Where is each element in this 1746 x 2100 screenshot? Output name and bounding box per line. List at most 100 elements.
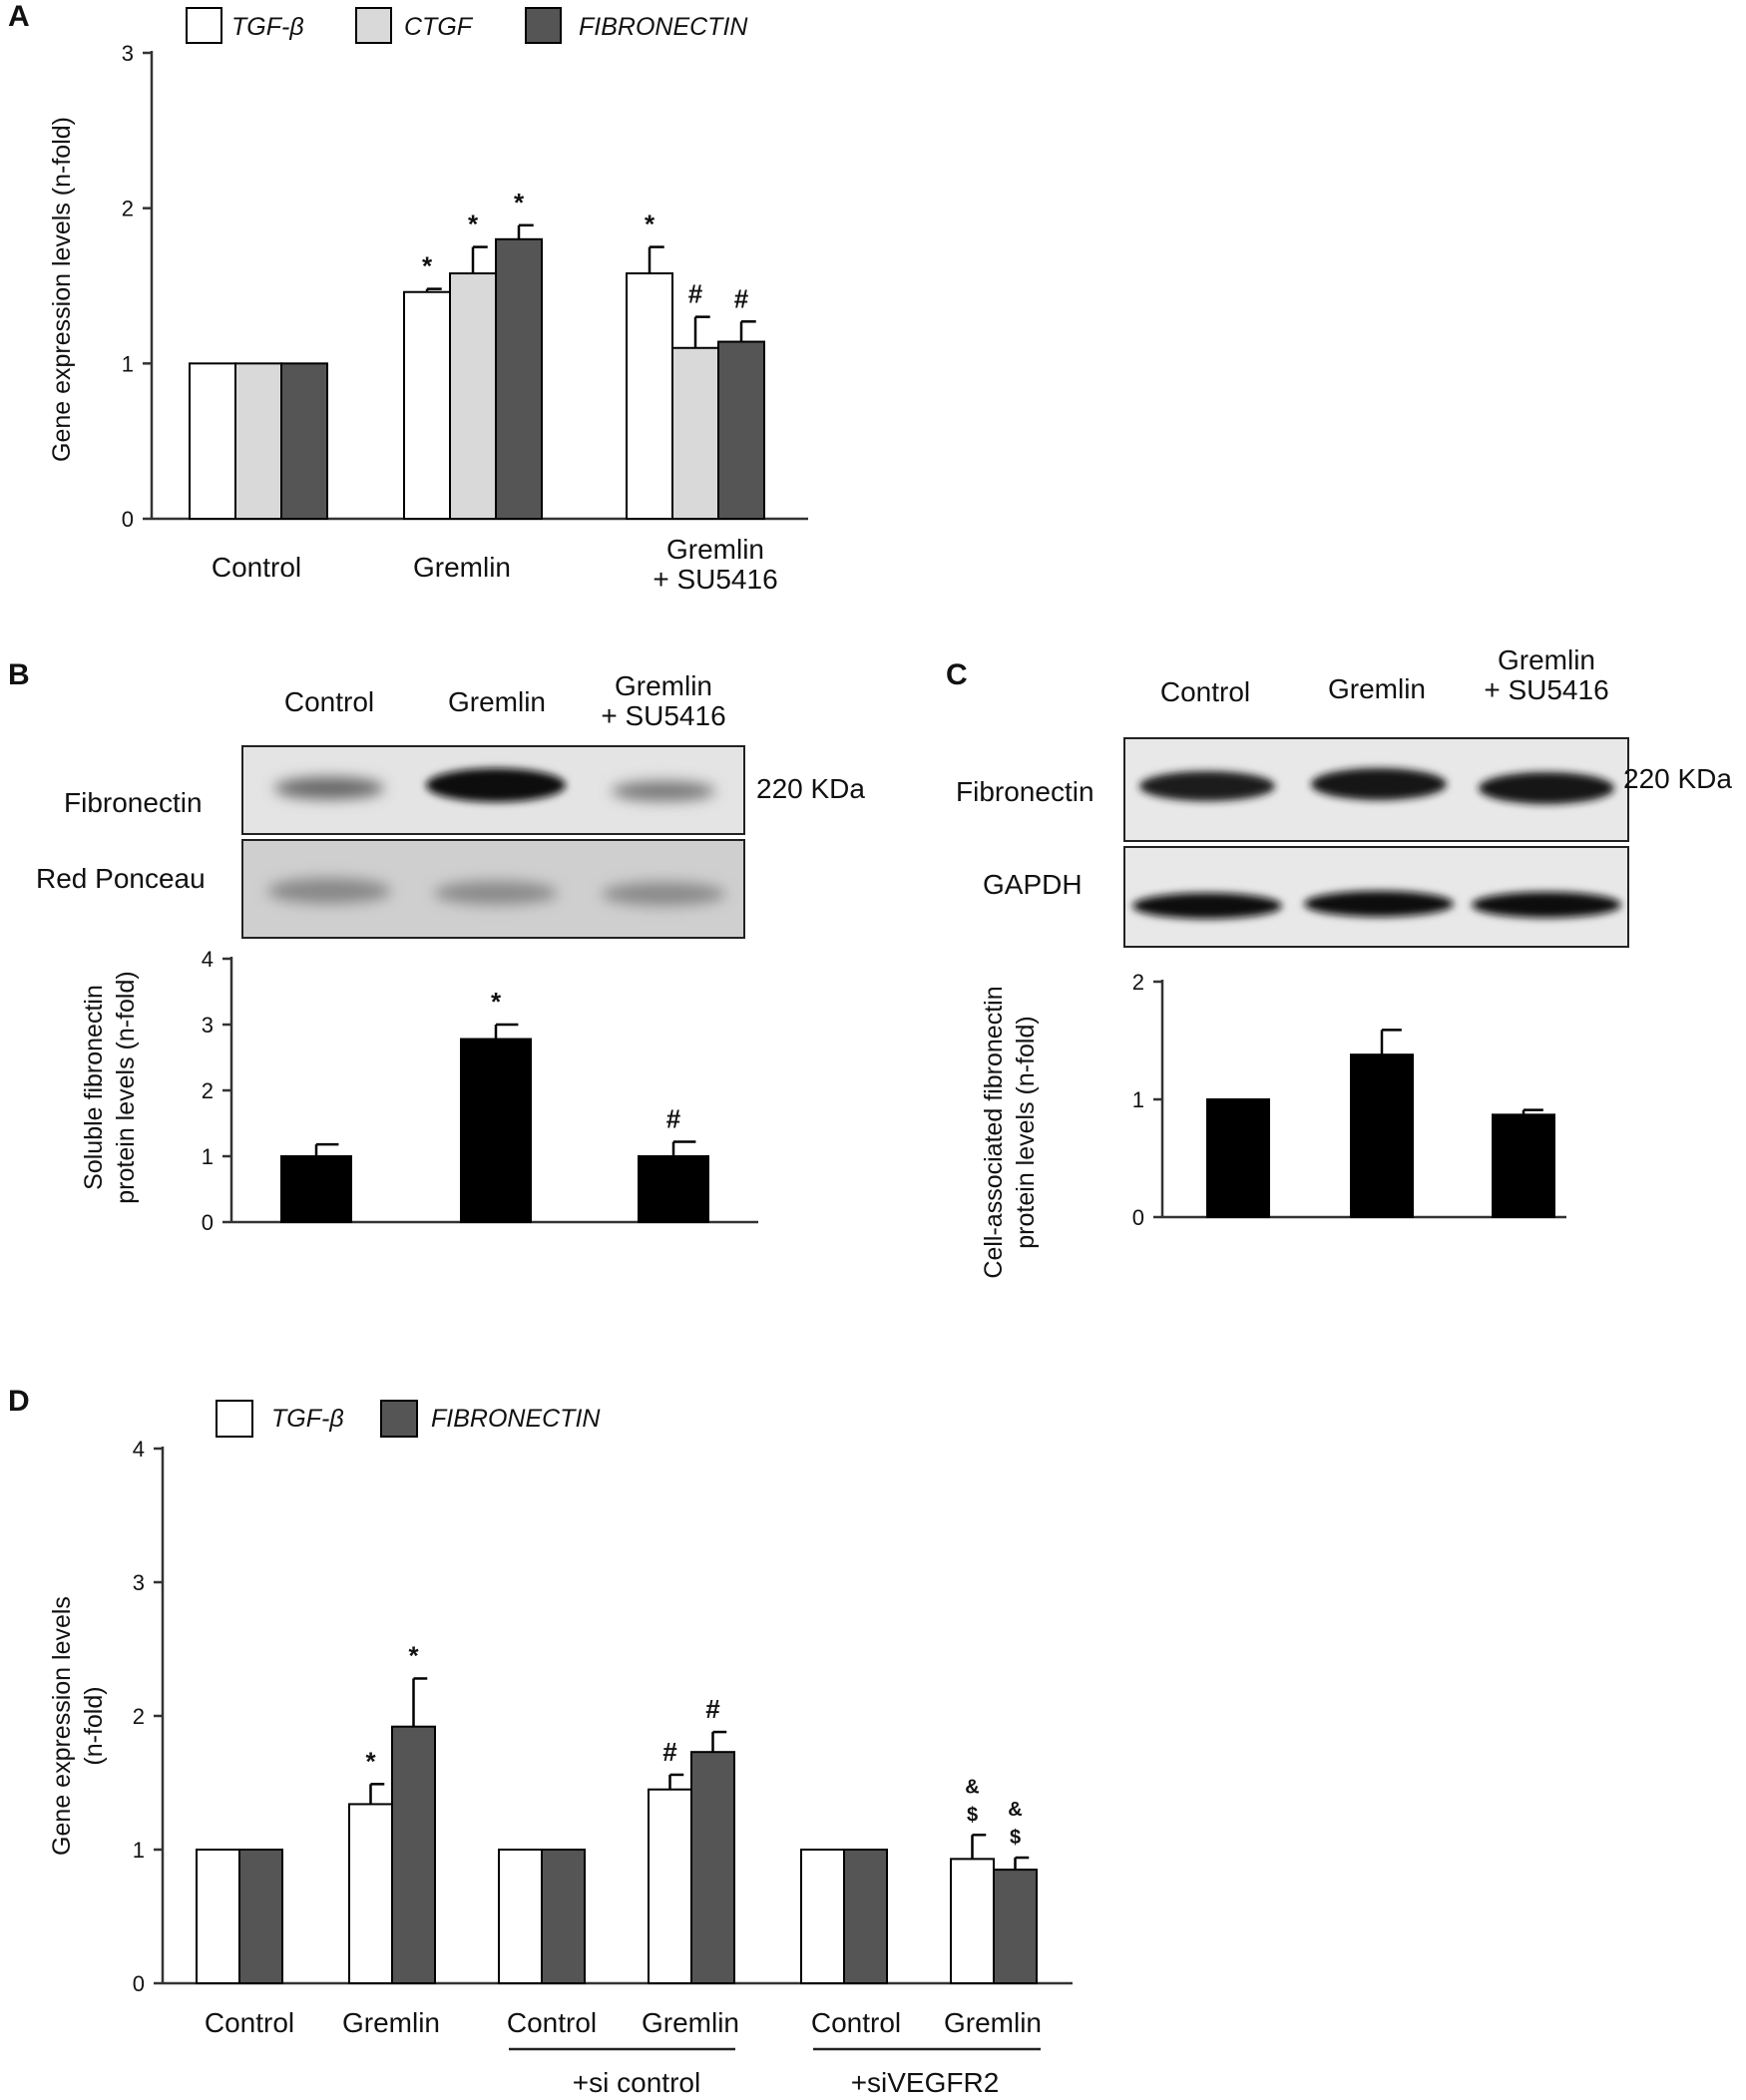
significance-mark-a-2-2: # — [734, 283, 749, 313]
bar-d-1-2 — [541, 1849, 586, 1984]
category-label-d-1: Gremlin — [342, 2007, 440, 2038]
blot-b-band-gremlin — [426, 768, 566, 802]
blot-b: Control Gremlin Gremlin + SU5416 Fibronec… — [36, 670, 865, 939]
panel-label-a: A — [8, 0, 30, 33]
bar-d-0-1 — [348, 1803, 393, 1984]
panel-a-chart: TGF-β CTGF FIBRONECTIN Gene expression l… — [48, 7, 808, 595]
significance-mark-a-1-2: # — [688, 279, 703, 309]
bar-d-1-1 — [391, 1725, 436, 1984]
y-axis-label-c-line1: Cell-associated fibronectin — [980, 986, 1008, 1278]
panel-b-chart: Soluble fibronectin protein levels (n-fo… — [80, 947, 758, 1235]
y-axis-label-d-line1: Gene expression levels — [48, 1596, 76, 1856]
legend-swatch-fibronectin — [525, 7, 562, 44]
group-label-sivegfr2: +siVEGFR2 — [851, 2067, 1000, 2098]
legend-swatch-ctgf — [355, 7, 392, 44]
blot-b-lane-gremlin: Gremlin — [448, 686, 546, 717]
legend-label-tgf: TGF-β — [231, 13, 304, 41]
blot-b-band-su5416 — [612, 781, 715, 801]
chart-d-plot: 0 1 2 3 4 * # & $ * # & $ — [133, 1437, 1073, 1996]
bar-d-0-5 — [950, 1858, 995, 1985]
y-tick-label-b: 0 — [202, 1210, 214, 1235]
blot-c-gapdh-band-2 — [1304, 891, 1454, 917]
blot-c-lane-gremlin-su5416: Gremlin + SU5416 — [1484, 644, 1608, 705]
blot-c-top-label: Fibronectin — [956, 776, 1094, 807]
blot-c-band-control — [1139, 771, 1275, 801]
legend-a: TGF-β CTGF FIBRONECTIN — [186, 7, 748, 44]
significance-mark-a-1-1: * — [468, 210, 479, 239]
category-label-d-4: Control — [811, 2007, 901, 2038]
significance-mark-a-2-1: * — [514, 188, 525, 217]
y-tick-label-d: 4 — [133, 1437, 145, 1462]
legend-d-swatch-fibronectin — [380, 1400, 418, 1438]
bar-d-0-2 — [498, 1849, 543, 1984]
y-tick-label-a: 1 — [122, 351, 134, 376]
blot-c-band-gremlin — [1311, 768, 1447, 800]
blot-c-lane-control: Control — [1160, 676, 1250, 707]
chart-b-plot: 0 1 2 3 4 * # — [202, 947, 758, 1235]
blot-b-band-control — [274, 777, 384, 799]
chart-d-category-labels: Control Gremlin Control Gremlin Control Greml… — [205, 2007, 1042, 2038]
legend-swatch-tgf — [186, 7, 222, 44]
y-tick-label-b: 2 — [202, 1078, 214, 1103]
y-tick-label-b: 1 — [202, 1144, 214, 1169]
bar-b-0 — [280, 1155, 352, 1223]
chart-c-plot: 0 1 2 — [1132, 970, 1566, 1230]
y-tick-label-b: 3 — [202, 1013, 214, 1038]
legend-d: TGF-β FIBRONECTIN — [216, 1400, 601, 1438]
bar-b-2 — [638, 1155, 709, 1223]
blot-b-bottom-label: Red Ponceau — [36, 863, 206, 894]
category-label-d-3: Gremlin — [642, 2007, 739, 2038]
bar-c-1 — [1350, 1053, 1414, 1219]
bar-d-1-3 — [690, 1751, 735, 1985]
blot-c-gapdh-band-1 — [1132, 893, 1282, 919]
y-tick-label-d: 0 — [133, 1971, 145, 1996]
category-label-a-gremlin: Gremlin — [413, 552, 511, 583]
bar-a-1-1 — [449, 272, 497, 520]
y-tick-label-a: 0 — [122, 507, 134, 532]
y-tick-label-d: 3 — [133, 1570, 145, 1595]
blot-b-ponceau-band-1 — [267, 878, 391, 904]
y-tick-label-a: 2 — [122, 197, 134, 221]
blot-c-bottom-label: GAPDH — [983, 869, 1083, 900]
significance-mark-b-2: # — [666, 1103, 681, 1133]
panel-label-d: D — [8, 1385, 30, 1418]
y-tick-label-a: 3 — [122, 41, 134, 66]
y-axis-label-c-line2: protein levels (n-fold) — [1012, 1016, 1040, 1248]
panel-label-c: C — [946, 658, 968, 691]
bar-a-0-0 — [189, 362, 236, 521]
y-tick-label-d: 2 — [133, 1704, 145, 1729]
blot-b-lane-gremlin-su5416: Gremlin + SU5416 — [601, 670, 725, 731]
category-label-d-2: Control — [507, 2007, 597, 2038]
y-axis-label-d-line2: (n-fold) — [80, 1686, 108, 1765]
significance-mark-d-0-5: & — [965, 1776, 979, 1798]
blot-c: Control Gremlin Gremlin + SU5416 Fibronec… — [956, 644, 1732, 948]
bar-c-2 — [1492, 1113, 1555, 1218]
group-label-si-control: +si control — [573, 2067, 700, 2098]
significance-mark-d-1-5: & — [1008, 1799, 1022, 1821]
legend-d-label-tgf: TGF-β — [271, 1405, 344, 1433]
y-axis-label-b-line1: Soluble fibronectin — [80, 985, 108, 1190]
significance-mark-a-0-1: * — [422, 251, 433, 281]
blot-b-ponceau-band-3 — [602, 882, 725, 906]
blot-c-gapdh-band-3 — [1472, 892, 1621, 918]
bar-d-0-3 — [648, 1788, 692, 1984]
bar-a-1-0 — [234, 362, 282, 521]
significance-mark-d-0-3: # — [662, 1737, 677, 1767]
legend-d-swatch-tgf — [216, 1400, 253, 1438]
y-tick-label-c: 0 — [1132, 1205, 1144, 1230]
chart-a-plot: 0 1 2 3 * * * # * # — [122, 41, 808, 532]
bar-b-1 — [460, 1038, 532, 1224]
blot-c-lane-gremlin: Gremlin — [1328, 673, 1426, 704]
bar-a-2-1 — [495, 237, 543, 521]
blot-c-band-su5416 — [1479, 772, 1614, 804]
significance-mark-d-0-5: $ — [967, 1804, 978, 1826]
y-tick-label-c: 1 — [1132, 1087, 1144, 1112]
panel-label-b: B — [8, 658, 30, 691]
legend-label-fibronectin: FIBRONECTIN — [579, 13, 748, 41]
blot-b-top-label: Fibronectin — [64, 787, 203, 818]
bar-d-0-0 — [196, 1849, 240, 1984]
bar-d-1-4 — [843, 1849, 888, 1984]
legend-label-ctgf: CTGF — [404, 13, 474, 41]
y-axis-label-b-line2: protein levels (n-fold) — [112, 971, 140, 1203]
panel-c-chart: Cell-associated fibronectin protein leve… — [980, 970, 1566, 1279]
